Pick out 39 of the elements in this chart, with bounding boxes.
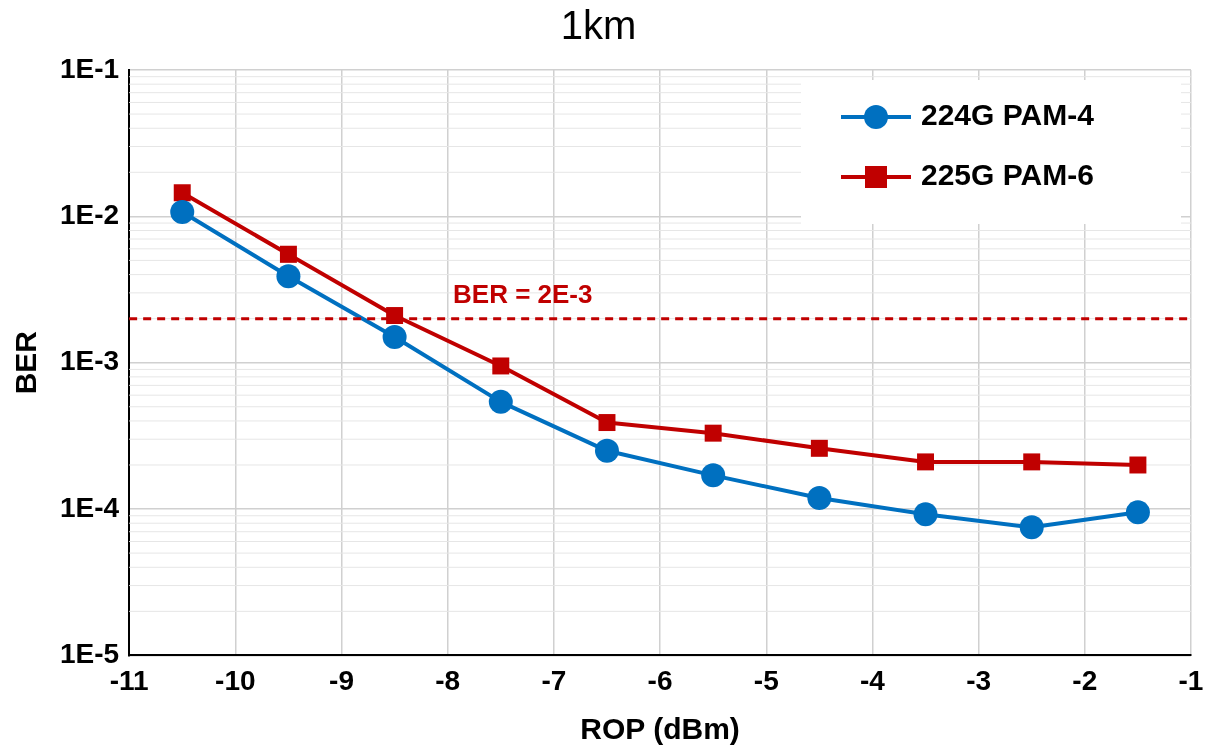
y-tick-label: 1E-3	[59, 345, 120, 377]
point	[701, 463, 726, 488]
point	[276, 264, 301, 289]
x-axis-title: ROP (dBm)	[580, 712, 740, 746]
ref-line-label: BER = 2E-3	[453, 278, 593, 309]
point	[913, 502, 938, 527]
y-axis-title: BER	[9, 330, 43, 395]
point	[807, 485, 832, 510]
point	[917, 453, 935, 471]
x-tick-label: -2	[1072, 664, 1098, 696]
point	[1023, 453, 1041, 471]
x-tick-label: -10	[215, 664, 256, 696]
point	[1125, 500, 1150, 525]
point	[810, 439, 828, 457]
chart-title: 1km	[560, 3, 637, 48]
x-tick-label: -5	[753, 664, 779, 696]
point	[488, 389, 513, 414]
point	[279, 245, 297, 263]
x-tick-label: -7	[541, 664, 567, 696]
x-tick-label: -1	[1178, 664, 1204, 696]
point	[1129, 456, 1147, 474]
x-tick-label: -4	[859, 664, 886, 696]
x-tick-label: -6	[647, 664, 673, 696]
point	[598, 414, 616, 432]
x-tick-label: -9	[329, 664, 354, 696]
point	[704, 424, 722, 442]
y-tick-label: 1E-2	[59, 199, 120, 231]
x-tick-label: -3	[966, 664, 992, 696]
point	[170, 200, 195, 225]
legend-label: 224G PAM-4	[921, 98, 1095, 132]
point	[492, 357, 510, 375]
point	[173, 184, 191, 202]
y-tick-label: 1E-4	[59, 491, 120, 523]
point	[382, 324, 407, 349]
point	[1019, 515, 1044, 540]
x-tick-label: -8	[435, 664, 461, 696]
y-tick-label: 1E-1	[59, 52, 120, 84]
point	[594, 438, 619, 463]
legend-label: 225G PAM-6	[921, 158, 1094, 192]
